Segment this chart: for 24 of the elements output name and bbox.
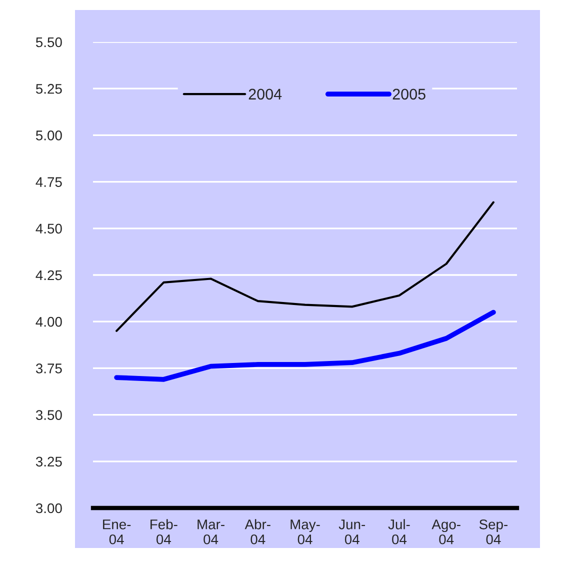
x-tick-label: Jul- 04: [388, 519, 410, 544]
y-tick-label: 4.00: [36, 316, 62, 327]
x-tick-label: Abr- 04: [244, 519, 270, 544]
x-tick-label: Feb- 04: [150, 519, 178, 544]
y-tick-label: 5.25: [36, 84, 62, 94]
y-tick-label: 4.25: [36, 270, 62, 280]
y-tick-label: 3.75: [36, 364, 62, 374]
y-tick-label: 3.00: [36, 503, 62, 514]
y-tick-label: 5.50: [36, 37, 62, 48]
line-series: [114, 310, 496, 382]
line-series: [116, 201, 494, 332]
y-tick-label: 3.50: [36, 410, 62, 420]
x-tick-label: May- 04: [290, 520, 320, 544]
y-tick-label: 4.75: [36, 177, 62, 187]
legend-label: 2005: [392, 88, 426, 100]
x-tick-label: Sep- 04: [479, 519, 508, 544]
x-tick-label: Mar- 04: [198, 520, 224, 544]
y-tick-label: 3.25: [36, 456, 62, 467]
y-tick-label: 4.50: [36, 224, 62, 234]
x-tick-label: Ene- 04: [103, 520, 131, 544]
legend-label: 2004: [248, 88, 282, 100]
y-tick-label: 5.00: [36, 130, 62, 140]
x-tick-label: Ago- 04: [432, 520, 460, 544]
x-tick-label: Jun- 04: [338, 520, 366, 544]
